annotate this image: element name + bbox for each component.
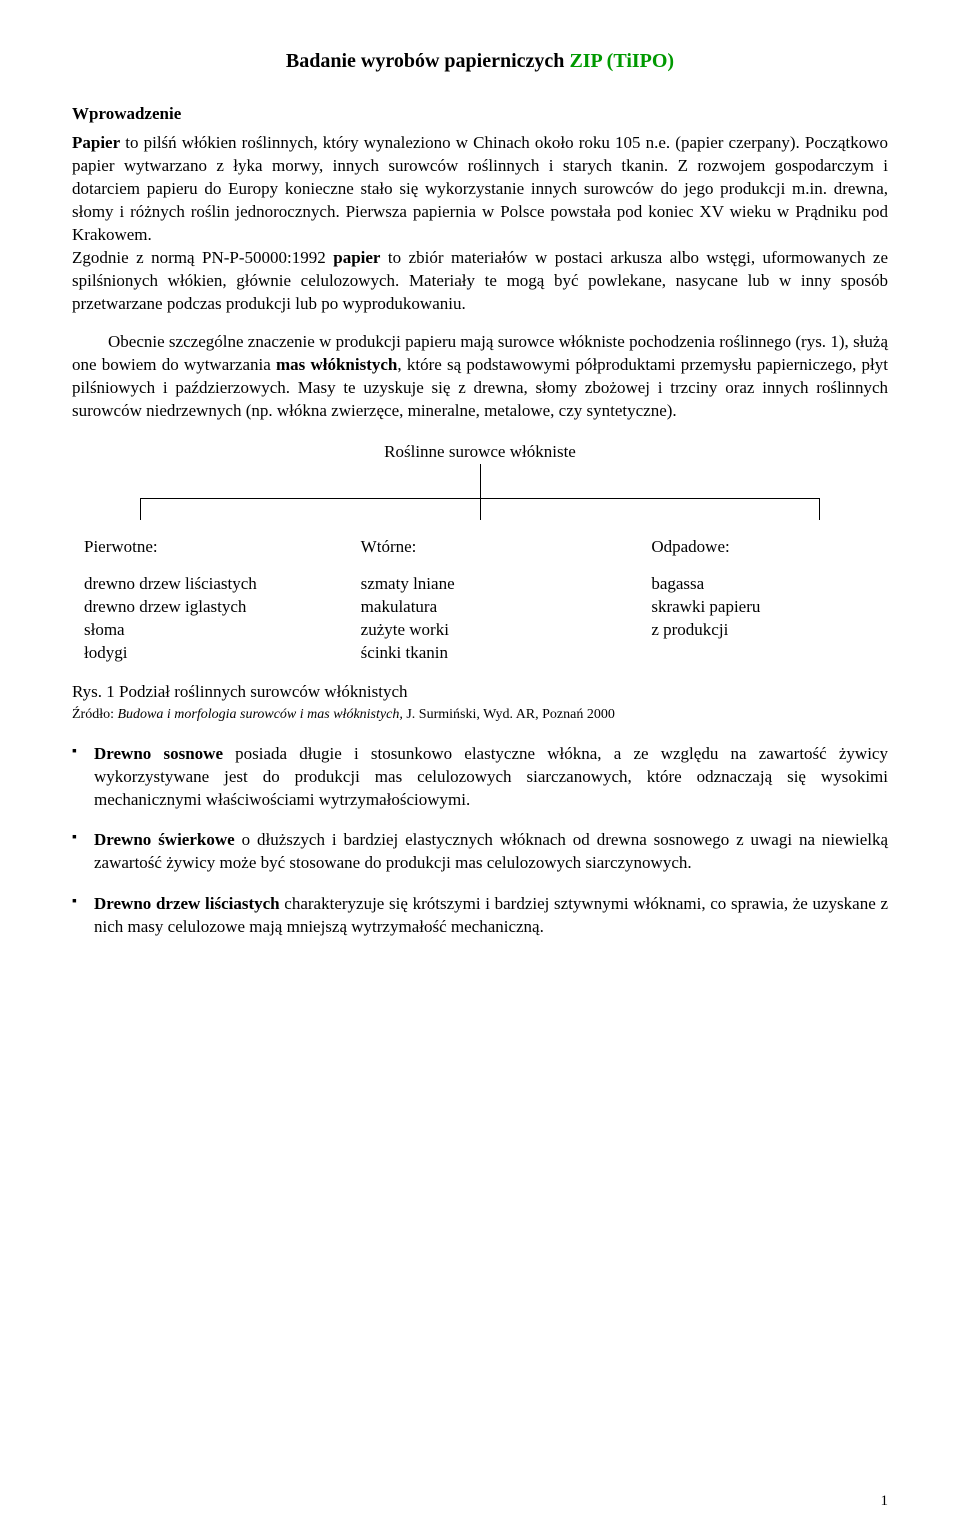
- bullet-item: Drewno drzew liściastych charakteryzuje …: [72, 893, 888, 939]
- col2-item: makulatura: [361, 596, 598, 619]
- col2-item: zużyte worki: [361, 619, 598, 642]
- col3-items: bagassa skrawki papieru z produkcji: [651, 573, 888, 642]
- bullet-item: Drewno sosnowe posiada długie i stosunko…: [72, 743, 888, 812]
- col1-item: drewno drzew iglastych: [84, 596, 321, 619]
- diagram-col-3: Odpadowe: bagassa skrawki papieru z prod…: [597, 536, 888, 665]
- col3-item: skrawki papieru: [651, 596, 888, 619]
- figure-source: Źródło: Budowa i morfologia surowców i m…: [72, 706, 888, 725]
- bullet-list: Drewno sosnowe posiada długie i stosunko…: [72, 743, 888, 940]
- paragraph-2: Obecnie szczególne znaczenie w produkcji…: [72, 331, 888, 423]
- p2-bold: mas włóknistych: [276, 355, 397, 374]
- col1-item: słoma: [84, 619, 321, 642]
- col1-head: Pierwotne:: [84, 536, 321, 559]
- diagram-columns: Pierwotne: drewno drzew liściastych drew…: [72, 536, 888, 665]
- col3-item: z produkcji: [651, 619, 888, 642]
- col3-head: Odpadowe:: [651, 536, 888, 559]
- p1-text: to pilśń włókien roślinnych, który wynal…: [72, 133, 888, 244]
- p1-bold: Papier: [72, 133, 120, 152]
- diagram: Roślinne surowce włókniste Pierwotne: dr…: [72, 441, 888, 665]
- diagram-title: Roślinne surowce włókniste: [72, 441, 888, 464]
- section-heading: Wprowadzenie: [72, 103, 888, 126]
- diagram-stem: [480, 464, 481, 498]
- page-number: 1: [881, 1491, 889, 1511]
- figure-source-tail: J. Surmiński, Wyd. AR, Poznań 2000: [406, 707, 615, 722]
- p1b-bold: papier: [333, 248, 380, 267]
- diagram-col-2: Wtórne: szmaty lniane makulatura zużyte …: [321, 536, 598, 665]
- col1-item: drewno drzew liściastych: [84, 573, 321, 596]
- title-green: ZIP (TiIPO): [569, 50, 674, 72]
- page-title: Badanie wyrobów papierniczych ZIP (TiIPO…: [72, 48, 888, 75]
- figure-caption: Rys. 1 Podział roślinnych surowców włókn…: [72, 681, 888, 704]
- col2-item: szmaty lniane: [361, 573, 598, 596]
- bullet-item: Drewno świerkowe o dłuższych i bardziej …: [72, 829, 888, 875]
- diagram-col-1: Pierwotne: drewno drzew liściastych drew…: [72, 536, 321, 665]
- col2-items: szmaty lniane makulatura zużyte worki śc…: [361, 573, 598, 665]
- paragraph-1: Papier to pilśń włókien roślinnych, któr…: [72, 132, 888, 316]
- col3-item: bagassa: [651, 573, 888, 596]
- col1-item: łodygi: [84, 642, 321, 665]
- bullet-bold: Drewno sosnowe: [94, 744, 223, 763]
- diagram-drop-2: [480, 498, 481, 520]
- figure-source-lead: Źródło:: [72, 707, 118, 722]
- title-plain: Badanie wyrobów papierniczych: [286, 50, 570, 72]
- p1b-prefix: Zgodnie z normą PN-P-50000:1992: [72, 248, 333, 267]
- col2-head: Wtórne:: [361, 536, 598, 559]
- diagram-drop-1: [140, 498, 141, 520]
- bullet-bold: Drewno drzew liściastych: [94, 894, 280, 913]
- bullet-bold: Drewno świerkowe: [94, 830, 235, 849]
- figure-source-italic: Budowa i morfologia surowców i mas włókn…: [118, 707, 407, 722]
- col2-item: ścinki tkanin: [361, 642, 598, 665]
- diagram-lines: [100, 464, 860, 532]
- col1-items: drewno drzew liściastych drewno drzew ig…: [84, 573, 321, 665]
- diagram-drop-3: [819, 498, 820, 520]
